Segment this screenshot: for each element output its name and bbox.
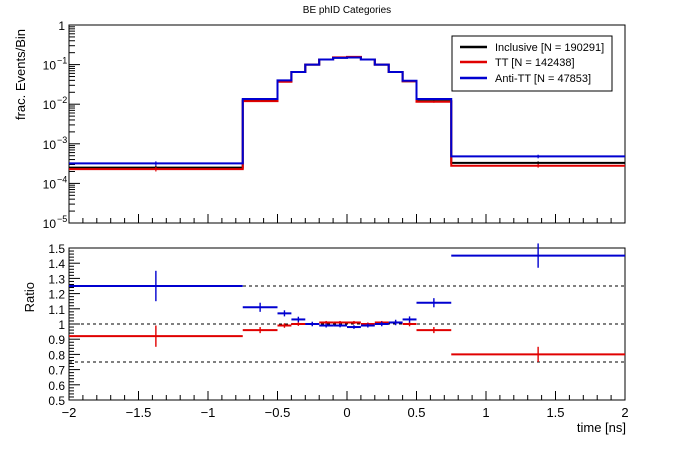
bottom-y-tick-label: 0.8 xyxy=(48,348,65,362)
legend-label-anti-tt: Anti-TT [N = 47853] xyxy=(495,73,591,85)
legend-label-tt: TT [N = 142438] xyxy=(495,57,575,69)
top-y-tick-label: 1 xyxy=(58,19,65,33)
x-tick-label: −2 xyxy=(62,405,77,420)
top-y-axis-label: frac. Events/Bin xyxy=(13,29,28,120)
bottom-y-tick-label: 1 xyxy=(58,318,65,332)
bottom-y-axis-label: Ratio xyxy=(22,282,37,312)
bottom-y-tick-label: 1.2 xyxy=(48,288,65,302)
legend: Inclusive [N = 190291] TT [N = 142438] A… xyxy=(451,35,613,92)
bottom-y-tick-label: 1.4 xyxy=(48,257,65,271)
x-tick-label: 1.5 xyxy=(546,405,564,420)
top-y-tick-label-base: 10 xyxy=(43,59,57,73)
bottom-y-tick-label: 1.5 xyxy=(48,242,65,256)
top-y-tick-label-base: 10 xyxy=(43,138,57,152)
top-y-tick-label-exp: −2 xyxy=(57,95,67,105)
top-y-tick-label-exp: −3 xyxy=(57,135,67,145)
bottom-y-tick-label: 0.7 xyxy=(48,364,65,378)
top-y-axis: 10 −510 −410 −310 −210 −11 xyxy=(43,19,80,231)
top-y-tick-label-exp: −5 xyxy=(57,214,67,224)
top-y-tick-label-exp: −1 xyxy=(57,56,67,66)
top-y-tick-label-base: 10 xyxy=(43,177,57,191)
x-axis-label: time [ns] xyxy=(577,420,626,435)
top-panel: 10 −510 −410 −310 −210 −11 frac. Events/Bin I… xyxy=(13,19,626,231)
x-tick-label: −1 xyxy=(201,405,216,420)
x-tick-label: 0 xyxy=(343,405,350,420)
top-series xyxy=(69,55,625,172)
top-y-tick-label-exp: −4 xyxy=(57,174,67,184)
bottom-y-tick-label: 0.9 xyxy=(48,333,65,347)
x-tick-label: −0.5 xyxy=(265,405,291,420)
bottom-panel: 0.50.60.70.80.911.11.21.31.41.5 −2 −1.5 −1… xyxy=(22,242,629,435)
bottom-y-axis: 0.50.60.7 0.80.911.11.2 1.31.41.5 xyxy=(48,242,80,408)
x-tick-label: −1.5 xyxy=(126,405,152,420)
top-y-tick-label-base: 10 xyxy=(43,217,57,231)
legend-box xyxy=(451,35,613,92)
legend-label-inclusive: Inclusive [N = 190291] xyxy=(495,42,604,54)
chart-title: BE phID Categories xyxy=(303,5,391,16)
bottom-series xyxy=(69,243,625,362)
x-tick-label: 1 xyxy=(482,405,489,420)
x-tick-label: 2 xyxy=(621,405,628,420)
bottom-y-tick-label: 1.3 xyxy=(48,272,65,286)
bottom-x-axis: −2 −1.5 −1 −0.5 0 0.5 1 1.5 2 xyxy=(62,391,629,420)
bottom-y-tick-label: 0.5 xyxy=(48,394,65,408)
bottom-y-tick-label: 0.6 xyxy=(48,379,65,393)
bottom-y-tick-label: 1.1 xyxy=(48,303,65,317)
top-y-tick-label-base: 10 xyxy=(43,98,57,112)
top-x-ticks xyxy=(68,214,626,223)
x-tick-label: 0.5 xyxy=(407,405,425,420)
